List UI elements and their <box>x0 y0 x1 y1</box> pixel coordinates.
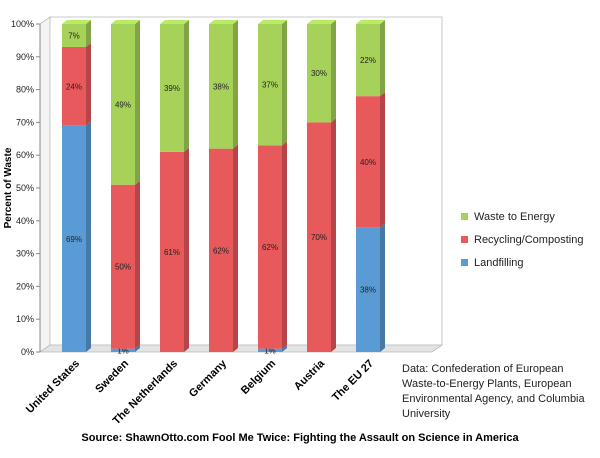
y-tick-label: 20% <box>16 281 34 291</box>
legend-label-waste-to-energy: Waste to Energy <box>474 210 555 223</box>
bar-side-landfilling <box>380 223 385 352</box>
legend-item-landfilling: Landfilling <box>461 251 583 274</box>
bar-waste-to-energy <box>160 24 184 152</box>
bar-top <box>62 20 91 24</box>
legend-swatch-landfilling <box>461 259 468 266</box>
y-tick-label: 80% <box>16 85 34 95</box>
bar-recycling-composting <box>111 184 135 349</box>
x-tick-label: Germany <box>187 357 230 400</box>
bar-side-waste-to-energy <box>282 20 287 146</box>
bar-waste-to-energy <box>258 24 282 146</box>
x-tick-label: The EU 27 <box>330 358 376 404</box>
bar-side-waste-to-energy <box>135 20 140 185</box>
bar-side-recycling-composting <box>184 147 189 352</box>
bar-data-label: 62% <box>213 246 229 255</box>
bar-data-label: 49% <box>115 100 131 109</box>
y-tick-label: 30% <box>16 249 34 259</box>
bar-side-recycling-composting <box>380 92 385 228</box>
bar-landfilling <box>356 227 380 352</box>
y-axis-title: Percent of Waste <box>3 147 14 228</box>
bar-data-label: 30% <box>311 69 327 78</box>
bar-data-label: 62% <box>262 243 278 252</box>
y-tick-label: 70% <box>16 117 34 127</box>
y-tick-label: 40% <box>16 216 34 226</box>
x-tick-label: United States <box>24 358 82 416</box>
legend-item-recycling: Recycling/Composting <box>461 228 583 251</box>
legend-item-waste-to-energy: Waste to Energy <box>461 205 583 228</box>
bar-recycling-composting <box>160 151 184 352</box>
bar-top <box>209 20 238 24</box>
bar-data-label: 37% <box>262 81 278 90</box>
bar-recycling-composting <box>258 145 282 349</box>
bar-data-label: 69% <box>66 235 82 244</box>
bar-top <box>258 20 287 24</box>
chart-legend: Waste to Energy Recycling/Composting Lan… <box>461 205 583 274</box>
bar-side-recycling-composting <box>282 141 287 349</box>
bar-side-waste-to-energy <box>86 20 91 47</box>
legend-label-recycling: Recycling/Composting <box>474 233 584 246</box>
y-tick-label: 60% <box>16 150 34 160</box>
bar-data-label: 1% <box>264 346 276 355</box>
source-caption: Source: ShawnOtto.com Fool Me Twice: Fig… <box>81 432 519 444</box>
bar-landfilling <box>62 125 86 353</box>
data-source-note: Data: Confederation of European Waste-to… <box>402 363 585 420</box>
bar-waste-to-energy <box>307 24 331 123</box>
bar-side-landfilling <box>86 121 91 353</box>
x-tick-label: Belgium <box>239 357 278 396</box>
bar-side-landfilling <box>135 344 140 352</box>
bar-data-label: 61% <box>164 248 180 257</box>
side-wall <box>39 16 51 353</box>
y-tick-label: 100% <box>11 19 34 29</box>
bar-side-recycling-composting <box>233 144 238 352</box>
bar-landfilling <box>111 348 135 352</box>
legend-label-landfilling: Landfilling <box>474 256 524 269</box>
bar-top <box>111 20 140 24</box>
bar-data-label: 7% <box>68 31 80 40</box>
y-tick-label: 0% <box>21 347 34 357</box>
bar-data-label: 40% <box>360 158 376 167</box>
bar-waste-to-energy <box>209 24 233 149</box>
bar-data-label: 24% <box>66 82 82 91</box>
bar-side-recycling-composting <box>331 118 336 353</box>
bar-side-waste-to-energy <box>331 20 336 123</box>
y-tick-label: 10% <box>16 314 34 324</box>
bar-data-label: 39% <box>164 84 180 93</box>
x-tick-label: Austria <box>292 357 328 393</box>
bar-data-label: 22% <box>360 56 376 65</box>
bar-top <box>160 20 189 24</box>
bar-top <box>356 20 385 24</box>
bar-data-label: 70% <box>311 233 327 242</box>
bar-data-label: 38% <box>213 82 229 91</box>
bar-data-label: 50% <box>115 263 131 272</box>
bar-recycling-composting <box>356 96 380 228</box>
bar-waste-to-energy <box>62 24 86 47</box>
bar-data-label: 1% <box>117 346 129 355</box>
bar-waste-to-energy <box>356 24 380 97</box>
bar-top <box>307 20 336 24</box>
bar-side-waste-to-energy <box>380 20 385 97</box>
bar-side-waste-to-energy <box>184 20 189 152</box>
bar-recycling-composting <box>307 122 331 353</box>
bar-side-recycling-composting <box>135 180 140 349</box>
bar-recycling-composting <box>62 46 86 126</box>
bar-side-landfilling <box>282 344 287 352</box>
x-tick-label: Sweden <box>93 357 131 395</box>
legend-swatch-recycling <box>461 236 468 243</box>
floor <box>38 344 444 353</box>
bar-side-recycling-composting <box>86 42 91 126</box>
bar-data-label: 38% <box>360 286 376 295</box>
legend-swatch-waste-to-energy <box>461 213 468 220</box>
y-tick-label: 90% <box>16 52 34 62</box>
bar-side-waste-to-energy <box>233 20 238 149</box>
bar-landfilling <box>258 348 282 352</box>
bar-waste-to-energy <box>111 24 135 185</box>
y-tick-label: 50% <box>16 183 34 193</box>
bar-recycling-composting <box>209 148 233 352</box>
